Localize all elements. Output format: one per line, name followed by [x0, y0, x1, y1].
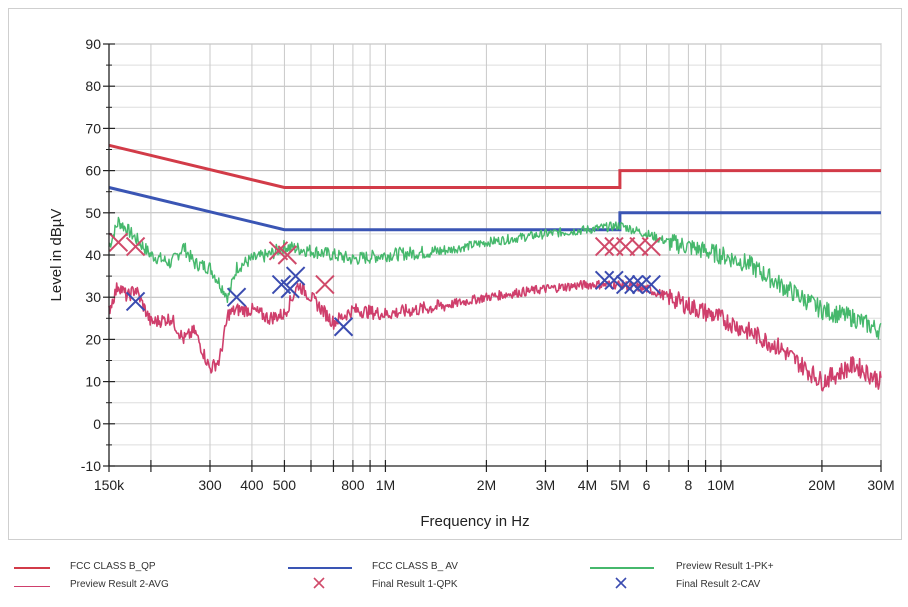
y-tick-label: 80: [85, 78, 101, 94]
marker-stroke: [604, 270, 624, 291]
marker-stroke: [268, 241, 289, 261]
legend-swatch-fcc-av: [288, 567, 352, 569]
marker-final-qpk: [315, 274, 335, 295]
marker-stroke: [271, 274, 292, 295]
marker-final-qpk: [594, 236, 615, 257]
marker-stroke: [125, 291, 146, 312]
marker-final-cav: [615, 274, 636, 295]
y-tick-label: 0: [93, 416, 101, 432]
marker-stroke: [615, 274, 636, 295]
marker-final-cav: [280, 279, 300, 299]
series-line-preview-avg: [108, 279, 882, 392]
marker-final-cav: [631, 274, 652, 295]
y-tick-label: -10: [81, 458, 101, 474]
marker-final-cav: [333, 317, 354, 337]
marker-stroke: [125, 236, 146, 257]
y-tick-label: 40: [85, 247, 101, 263]
x-tick-label: 800: [341, 477, 365, 493]
legend-swatch-avg: [14, 586, 50, 587]
x-tick-label: 4M: [578, 477, 597, 493]
emission-chart: -10 0 10 20 30 40 50 60 70 80 90 150k 300 400 500 800 1M…: [48, 36, 895, 530]
marker-stroke: [624, 274, 644, 295]
marker-stroke: [226, 287, 247, 307]
legend-label-qpk: Final Result 1-QPK: [372, 579, 458, 590]
y-tick-label: 70: [85, 120, 101, 136]
marker-final-cav: [641, 274, 661, 295]
marker-stroke: [641, 236, 661, 257]
legend-label-pk: Preview Result 1-PK+: [676, 561, 774, 572]
grid: [108, 43, 882, 467]
marker-stroke: [631, 274, 652, 295]
marker-final-qpk: [108, 232, 129, 253]
x-tick-label: 6: [643, 477, 651, 493]
marker-stroke: [277, 245, 298, 265]
y-axis-label: Level in dBµV: [48, 209, 65, 302]
legend-label-avg: Preview Result 2-AVG: [70, 579, 169, 590]
marker-stroke: [280, 279, 300, 299]
marker-final-cav: [125, 291, 146, 312]
legend-label-fcc-qp: FCC CLASS B_QP: [70, 561, 156, 572]
legend-swatch-fcc-qp: [14, 567, 50, 569]
chart-frame: -10 0 10 20 30 40 50 60 70 80 90 150k 300 400 500 800 1M…: [8, 8, 902, 540]
y-tick-label: 50: [85, 205, 101, 221]
legend-label-cav: Final Result 2-CAV: [676, 579, 761, 590]
limit-line-qp: [108, 143, 881, 189]
marker-stroke: [285, 266, 306, 286]
marker-stroke: [594, 236, 615, 257]
y-tick-label: 30: [85, 289, 101, 305]
x-tick-label: 500: [273, 477, 297, 493]
x-tick-label: 20M: [808, 477, 835, 493]
final-markers: [108, 232, 661, 337]
x-tick-label: 8: [685, 477, 693, 493]
marker-final-qpk: [277, 245, 298, 265]
marker-stroke: [315, 274, 335, 295]
x-tick-label: 150k: [94, 477, 125, 493]
marker-final-cav: [594, 270, 615, 291]
x-axis-label: Frequency in Hz: [420, 513, 529, 530]
marker-final-cav: [285, 266, 306, 286]
legend-x-glyph: [313, 577, 325, 589]
marker-final-qpk: [125, 236, 146, 257]
x-tick-label: 5M: [610, 477, 629, 493]
marker-final-cav: [226, 287, 247, 307]
legend-label-fcc-av: FCC CLASS B_ AV: [372, 561, 458, 572]
x-tick-label: 300: [198, 477, 222, 493]
marker-final-qpk: [641, 236, 661, 257]
marker-stroke: [108, 232, 129, 253]
y-tick-label: 10: [85, 374, 101, 390]
legend-x-glyph: [615, 577, 627, 589]
limit-lines: [108, 143, 881, 232]
limit-line-av: [108, 186, 881, 232]
y-tick-label: 20: [85, 331, 101, 347]
x-tick-label: 1M: [376, 477, 395, 493]
legend-swatch-cav: [614, 576, 628, 590]
x-tick-label: 2M: [477, 477, 496, 493]
y-tick-label: 60: [85, 163, 101, 179]
axes: -10 0 10 20 30 40 50 60 70 80 90 150k 300 400 500 800 1M…: [81, 36, 895, 493]
marker-final-cav: [604, 270, 624, 291]
x-tick-label: 3M: [536, 477, 555, 493]
y-tick-label: 90: [85, 36, 101, 52]
marker-stroke: [641, 274, 661, 295]
legend-swatch-pk: [590, 567, 654, 569]
legend: FCC CLASS B_QP FCC CLASS B_ AV Preview R…: [0, 548, 908, 607]
legend-swatch-qpk: [312, 576, 326, 590]
series-lines: [108, 216, 882, 392]
x-tick-label: 10M: [707, 477, 734, 493]
marker-stroke: [594, 270, 615, 291]
x-tick-label: 400: [240, 477, 264, 493]
marker-final-cav: [624, 274, 644, 295]
x-tick-label: 30M: [867, 477, 894, 493]
series-line-preview-pk: [108, 216, 882, 340]
marker-stroke: [333, 317, 354, 337]
